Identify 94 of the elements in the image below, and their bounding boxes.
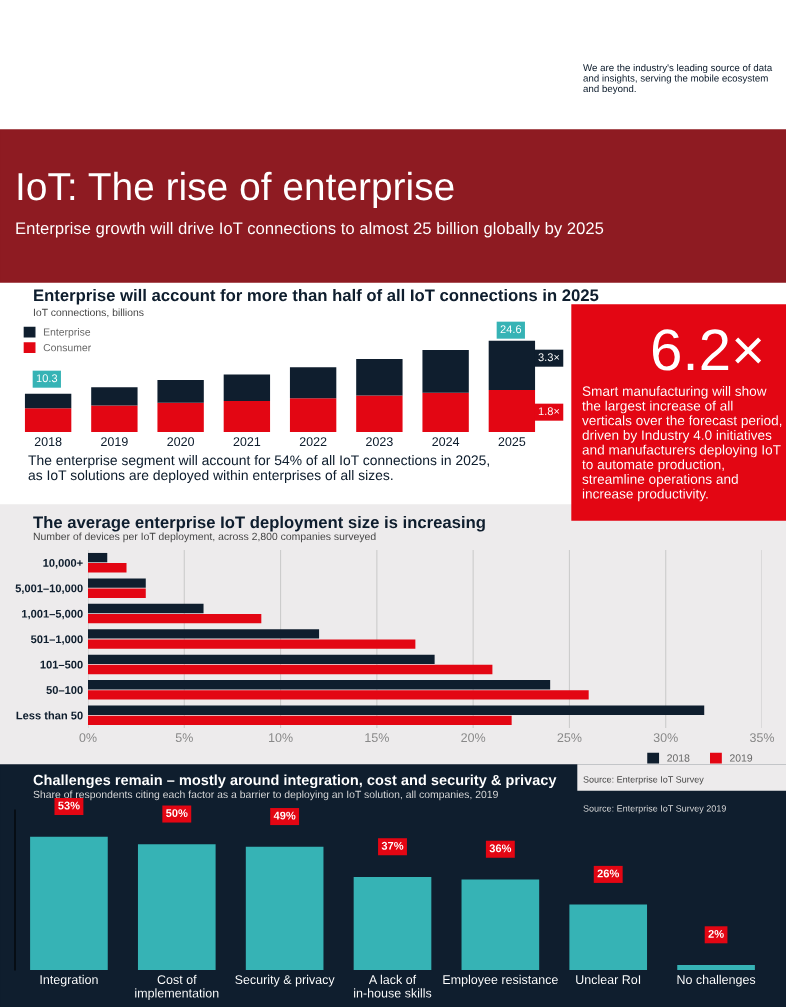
y-tick-label: 1,001–5,000	[22, 609, 83, 620]
bar	[137, 844, 216, 970]
data-label: 50%	[166, 809, 188, 818]
bar	[677, 964, 755, 970]
bar	[88, 629, 320, 639]
x-tick-label: 25%	[557, 733, 582, 743]
bar	[157, 380, 204, 403]
chart-subtitle: Share of respondents citing each factor as a barrier to deploying an IoT solution, all companies, 2019	[33, 790, 498, 801]
data-label: 37%	[381, 841, 404, 850]
source-note: Source: Enterprise IoT Survey 2019	[583, 805, 726, 814]
bar	[91, 405, 138, 432]
legend-label: 2018	[667, 754, 690, 762]
bar	[88, 552, 108, 563]
text: We are the industry's leading source of data and insights, serving the mobile ecosystem and beyond.	[583, 64, 773, 95]
x-tick-label: 0%	[79, 733, 97, 743]
x-tick-label: 15%	[365, 733, 389, 743]
y-tick-label: 50–100	[46, 686, 83, 694]
chart-title: Challenges remain – mostly around integration, cost and security & privacy	[33, 774, 557, 789]
x-tick-label: 30%	[653, 733, 678, 743]
x-tick-label: 2023	[366, 437, 393, 447]
bar	[88, 563, 127, 573]
legend-label: Consumer	[43, 343, 91, 352]
bar	[88, 639, 416, 649]
x-tick-label: Integration	[40, 974, 98, 987]
data-label: 36%	[489, 844, 512, 853]
bar	[91, 387, 138, 406]
y-tick-label: 101–500	[40, 660, 83, 669]
bar	[353, 876, 432, 970]
bar	[88, 664, 493, 675]
bar	[30, 836, 108, 970]
x-tick-label: 20%	[461, 733, 486, 743]
bar	[356, 395, 403, 432]
bar	[88, 680, 551, 690]
bar	[569, 904, 648, 970]
y-tick-label: 5,001–10,000	[15, 584, 83, 594]
y-tick-label: 501–1,000	[30, 635, 83, 645]
x-tick-label: 2018	[34, 437, 62, 447]
annotation: 10.3	[36, 374, 58, 383]
data-label: 2%	[708, 929, 724, 938]
annotation: 3.3×	[538, 353, 560, 362]
chart-subtitle: IoT connections, billions	[33, 308, 144, 318]
text: Smart manufacturing will show the largest increase of all verticals over the forecast period, driven by Industry 4.0 initiatives and manufacturers deploying IoT to automate production, streamline operations and increase productivity.	[582, 386, 782, 502]
text: Enterprise growth will drive IoT connections to almost 25 billion globally by 2025	[16, 221, 604, 238]
x-tick-label: No challenges	[677, 974, 756, 987]
x-tick-label: Security & privacy	[235, 974, 335, 987]
x-tick-label: Unclear RoI	[576, 974, 641, 985]
bar	[289, 398, 337, 432]
chart-title: Enterprise will account for more than half of all IoT connections in 2025	[34, 288, 599, 305]
x-tick-label: 2022	[299, 437, 327, 447]
data-label: 49%	[273, 811, 296, 820]
text: The enterprise segment will account for 54% of all IoT connections in 2025, as IoT solutions are deployed within enterprises of all sizes.	[28, 455, 489, 483]
x-tick-label: 2019	[101, 437, 128, 447]
bar	[88, 603, 204, 614]
legend-label: 2019	[729, 754, 753, 762]
bar	[223, 400, 271, 432]
x-tick-label: 2021	[233, 437, 261, 447]
chart-subtitle: Number of devices per IoT deployment, across 2,800 companies surveyed	[33, 532, 376, 543]
bar	[461, 879, 540, 970]
x-tick-label: 2020	[167, 437, 195, 447]
y-tick-label: Less than 50	[16, 711, 83, 720]
data-label: 26%	[597, 869, 620, 878]
source-note: Source: Enterprise IoT Survey	[583, 776, 704, 785]
bar	[88, 613, 262, 624]
legend-label: Enterprise	[43, 328, 91, 338]
bar	[422, 392, 469, 432]
text: 24.6	[500, 325, 522, 334]
bar	[88, 690, 589, 700]
x-tick-label: 2025	[498, 437, 526, 447]
data-label: 53%	[58, 801, 80, 810]
bar	[223, 374, 271, 401]
bar	[24, 408, 72, 432]
x-tick-label: 2024	[432, 437, 460, 447]
x-tick-label: Employee resistance	[443, 974, 558, 987]
text: IoT: The rise of enterprise	[18, 171, 454, 209]
bar	[356, 359, 403, 396]
text: 6.2×	[652, 329, 762, 371]
x-tick-label: Cost of implementation	[135, 974, 219, 1000]
bar	[88, 578, 146, 588]
bar	[88, 705, 705, 715]
y-tick-label: 10,000+	[43, 558, 83, 569]
x-tick-label: 10%	[269, 733, 293, 743]
bar	[88, 654, 435, 665]
bar	[88, 588, 146, 598]
bar	[24, 393, 72, 409]
bar	[157, 402, 204, 432]
annotation: 1.8×	[538, 407, 560, 416]
bar	[289, 367, 337, 399]
bar	[422, 349, 469, 393]
x-tick-label: A lack of in-house skills	[354, 974, 432, 998]
x-tick-label: 35%	[749, 733, 775, 743]
x-tick-label: 5%	[175, 733, 193, 743]
bar	[245, 846, 324, 970]
chart-title: The average enterprise IoT deployment size is increasing	[33, 515, 485, 532]
bar	[88, 715, 512, 726]
